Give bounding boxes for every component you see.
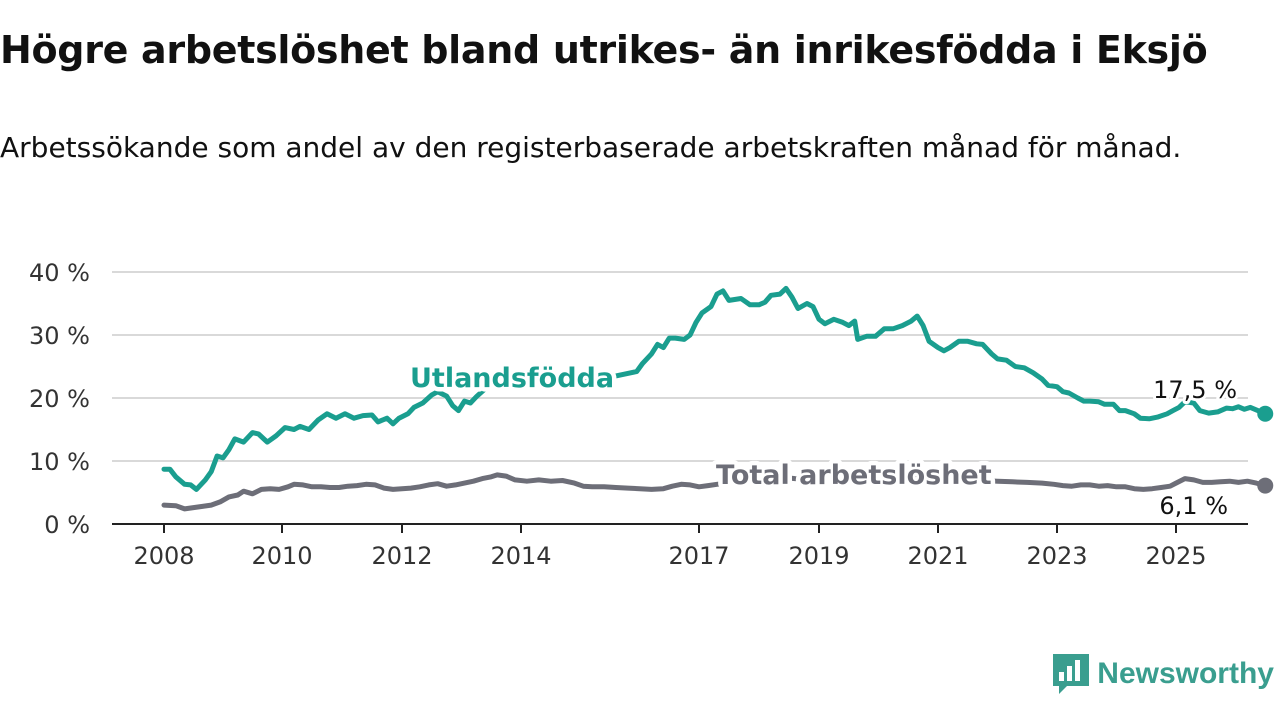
utlandsfodda-label: Utlandsfödda <box>410 363 614 394</box>
total-end-label-halo: 6,1 % <box>1159 492 1228 520</box>
y-axis-tick-labels: 0 % 10 % 20 % 30 % 40 % <box>29 259 90 539</box>
utlandsfodda-label-halo: Utlandsfödda <box>410 363 614 394</box>
utlandsfodda-end-label-halo: 17,5 % <box>1153 376 1237 404</box>
x-tick-label: 2008 <box>133 542 194 570</box>
x-axis: 2008 2010 2012 2014 2017 2019 2021 2023 2025 <box>112 523 1248 570</box>
total-end-label: 6,1 % <box>1159 492 1228 520</box>
x-tick-label: 2017 <box>668 542 729 570</box>
chart-title: Högre arbetslöshet bland utrikes- än inr… <box>0 28 1208 72</box>
y-tick-label: 0 % <box>44 511 90 539</box>
total-arbetsloshet-line <box>161 472 1268 512</box>
x-tick-label: 2025 <box>1145 542 1206 570</box>
x-tick-label: 2014 <box>490 542 551 570</box>
total-label-halo: Total arbetslöshet <box>716 460 992 491</box>
series-lines <box>161 285 1274 512</box>
brand-name: Newsworthy <box>1097 657 1274 690</box>
x-tick-label: 2019 <box>788 542 849 570</box>
x-tick-label: 2010 <box>251 542 312 570</box>
y-tick-label: 10 % <box>29 448 90 476</box>
x-tick-label: 2021 <box>907 542 968 570</box>
newsworthy-logo-icon <box>1053 654 1090 694</box>
total-end-marker <box>1257 477 1274 494</box>
x-tick-label: 2023 <box>1026 542 1087 570</box>
total-arbetsloshet-label: Total arbetslöshet <box>716 460 992 491</box>
utlandsfodda-end-marker <box>1257 405 1274 422</box>
grid-lines <box>112 271 1248 462</box>
utlandsfodda-line <box>161 285 1268 492</box>
utlandsfodda-end-label: 17,5 % <box>1153 376 1237 404</box>
x-tick-label: 2012 <box>371 542 432 570</box>
y-tick-label: 40 % <box>29 259 90 287</box>
newsworthy-brand: Newsworthy <box>1053 654 1274 694</box>
y-tick-label: 20 % <box>29 385 90 413</box>
chart-subtitle: Arbetssökande som andel av den registerb… <box>0 131 1182 164</box>
y-tick-label: 30 % <box>29 322 90 350</box>
